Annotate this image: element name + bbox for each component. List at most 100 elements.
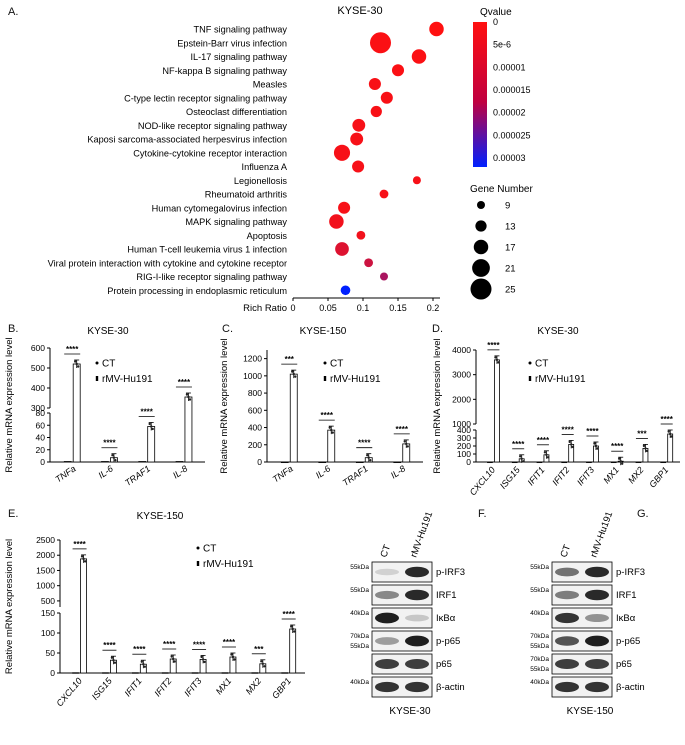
bar-y-tick-label: 0 <box>466 457 471 467</box>
bar-ct <box>72 672 79 674</box>
bar-category-label: MX2 <box>626 465 646 486</box>
sig-stars: **** <box>103 439 116 448</box>
blot-band <box>375 612 399 624</box>
bar-category-label: MX2 <box>244 676 264 697</box>
blot-marker: 70kDa <box>350 633 369 640</box>
bar-y-tick-label: 400 <box>31 383 45 393</box>
bar-category-label: IL-8 <box>389 463 407 480</box>
bar-y-tick-label: 1000 <box>36 581 55 591</box>
bar-dot <box>668 432 672 436</box>
bar-dot <box>203 660 206 664</box>
bar-category-label: TRAF1 <box>123 463 152 488</box>
a-category-label: TNF signaling pathway <box>194 25 288 35</box>
blot-marker: 70kDa <box>530 656 549 663</box>
blot-band <box>375 659 399 669</box>
bar-ct <box>536 461 543 464</box>
bar-chart-ylabel: Relative mRNA expression level <box>219 338 230 473</box>
blot-marker: 40kDa <box>350 679 369 686</box>
bar-dot <box>75 362 78 366</box>
blot-band <box>585 589 609 601</box>
bar-ct <box>63 461 72 463</box>
sig-stars: **** <box>178 378 191 387</box>
bar-category-label: IFIT3 <box>182 676 203 699</box>
blot-band <box>555 567 579 577</box>
a-dot <box>338 201 351 214</box>
bar-dot <box>619 460 622 463</box>
bar-rmv <box>667 433 674 463</box>
panel-label-g: G. <box>637 508 649 520</box>
panel-label-d: D. <box>432 323 443 335</box>
a-dot <box>350 132 364 146</box>
bar-category-label: MX1 <box>601 465 621 486</box>
bar-dot <box>76 365 80 368</box>
bar-category-label: IFIT1 <box>525 465 546 488</box>
bar-dot <box>495 358 499 362</box>
sig-stars: **** <box>163 640 176 649</box>
sig-stars: *** <box>637 429 647 438</box>
bar-y-tick-label: 400 <box>457 425 471 435</box>
bar-dot <box>366 453 369 457</box>
blot-lane-label: CT <box>558 543 573 559</box>
a-dot <box>429 21 444 37</box>
blot-band <box>405 566 429 578</box>
a-dot <box>370 32 391 54</box>
panel-label-f: F. <box>478 508 487 520</box>
a-category-label: Rheumatoid arthritis <box>205 190 288 200</box>
sig-stars: **** <box>396 425 409 434</box>
legend-rmv-label: rMV-Hu191 <box>330 374 381 385</box>
chart-c: KYSE-150 Relative mRNA expression level 0 2… <box>219 326 423 488</box>
a-category-label: MAPK signaling pathway <box>185 217 287 227</box>
legend-ct-label: CT <box>203 544 216 555</box>
bar-ct <box>586 461 592 464</box>
bar-ct <box>281 672 288 674</box>
bar-y-tick-label: 800 <box>248 388 262 398</box>
bar-ct <box>102 672 109 674</box>
bar-ct <box>191 672 199 674</box>
bar-ct <box>487 461 493 464</box>
bar-ct <box>175 461 184 463</box>
blot-band <box>585 566 609 578</box>
bar-ct <box>393 461 402 464</box>
bar-dot <box>149 425 153 428</box>
legend-rmv-label: rMV-Hu191 <box>102 374 153 385</box>
a-size-legend-label: 21 <box>505 264 516 275</box>
bar-dot <box>82 557 85 561</box>
blot-marker: 70kDa <box>530 633 549 640</box>
sig-stars: **** <box>66 345 79 354</box>
bar-dot <box>620 462 624 465</box>
sig-stars: **** <box>140 407 153 416</box>
bar-rmv <box>289 628 297 674</box>
bar-ct <box>280 461 289 464</box>
bar-dot <box>292 372 295 376</box>
bar-ct <box>511 461 518 464</box>
bar-rmv <box>184 396 193 463</box>
bar-ct <box>161 672 169 674</box>
sig-stars: **** <box>282 610 295 619</box>
blot-lane-label: CT <box>378 543 393 559</box>
bar-y-tick-label: 400 <box>248 423 262 433</box>
blot-band <box>375 681 399 693</box>
blot-band <box>585 614 609 622</box>
bar-y-tick-label: 40 <box>36 433 46 443</box>
a-category-label: Measles <box>253 80 288 90</box>
bar-category-label: ISG15 <box>498 464 523 491</box>
bar-ct <box>101 461 109 463</box>
bar-y-tick-label: 150 <box>41 608 55 618</box>
bar-category-label: TRAF1 <box>341 463 370 488</box>
legend-ct-label: CT <box>330 359 343 370</box>
a-x-tick-label: 0.05 <box>319 303 337 313</box>
bar-dot <box>518 455 522 458</box>
bar-y-tick-label: 200 <box>248 440 262 450</box>
a-size-legend-label: 25 <box>505 285 516 296</box>
blot-marker: 40kDa <box>530 679 549 686</box>
a-size-legend-label: 17 <box>505 243 516 254</box>
bar-dot <box>520 457 523 460</box>
a-dot <box>368 77 381 91</box>
blot-marker: 55kDa <box>530 564 549 571</box>
bar-dot <box>200 655 203 659</box>
blot-band <box>585 635 609 647</box>
bar-dot <box>571 445 574 449</box>
a-size-legend-label: 9 <box>505 201 510 212</box>
bar-category-label: IFIT3 <box>575 465 596 488</box>
